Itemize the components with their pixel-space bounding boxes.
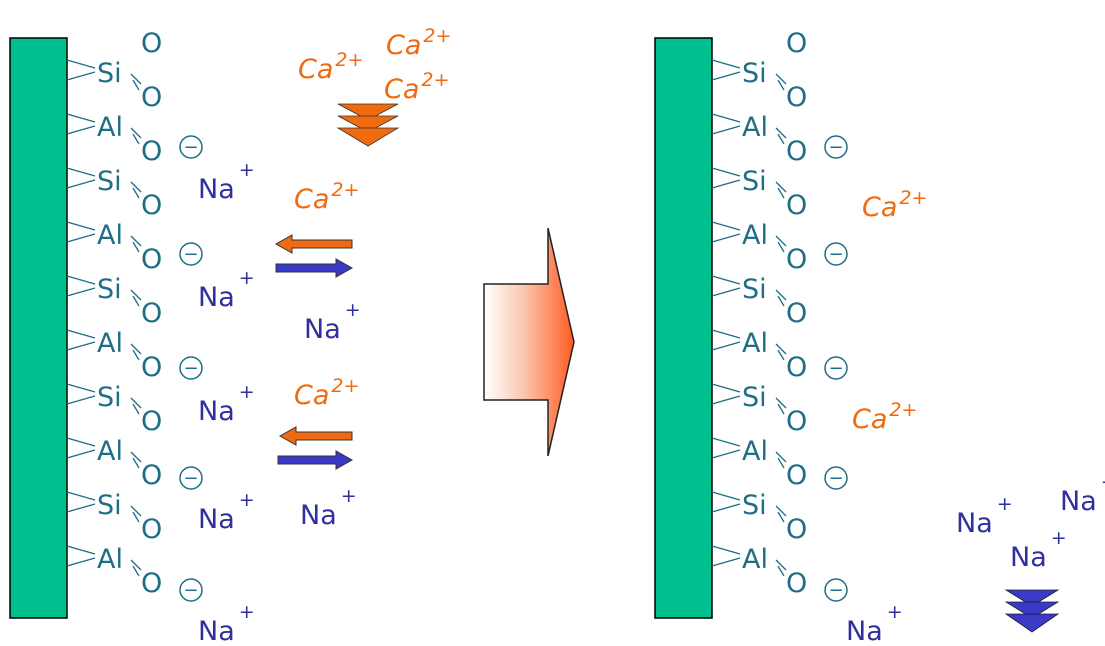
zeolite-surface-right [654, 37, 713, 619]
calcium-ion: Ca 2+ [298, 49, 363, 85]
exchange-arrows-upper [274, 234, 354, 278]
arrow-right-na-2 [277, 450, 354, 470]
silicon-atom: Si [742, 490, 767, 521]
arrow-left-ca-2 [278, 426, 353, 446]
svg-text:−: − [183, 358, 198, 379]
svg-text:−: − [828, 137, 843, 158]
aluminium-atom: Al [97, 544, 123, 575]
calcium-ion: Ca 2+ [294, 375, 359, 411]
silicon-atom: Si [97, 166, 122, 197]
oxygen-atom: O [141, 460, 162, 491]
svg-text:−: − [183, 468, 198, 489]
svg-text:−: − [828, 468, 843, 489]
negative-charge: − [179, 242, 203, 266]
silicon-atom: Si [97, 490, 122, 521]
negative-charge: − [179, 356, 203, 380]
oxygen-atom: O [786, 352, 807, 383]
silicon-atom: Si [742, 58, 767, 89]
oxygen-atom: O [141, 28, 162, 59]
negative-charge: − [824, 135, 848, 159]
ions-left: −−−−−Na+Na+Na+Na+Na+Na+Na+Ca 2+ Ca 2+Ca 2+Ca… [179, 25, 451, 646]
svg-text:−: − [828, 358, 843, 379]
calcium-ion-bound: Ca 2+ [852, 399, 917, 435]
sodium-ion: Na+ [198, 381, 255, 427]
sodium-ion-free: Na+ [304, 299, 361, 345]
sodium-ion-free: Na+ [300, 485, 357, 531]
silicon-atom: Si [97, 274, 122, 305]
oxygen-atom: O [786, 514, 807, 545]
oxygen-atom: O [141, 352, 162, 383]
svg-text:−: − [183, 244, 198, 265]
oxygen-atom: O [141, 568, 162, 599]
svg-text:−: − [183, 137, 198, 158]
sodium-ion-released: Na+ [1060, 471, 1105, 517]
exchange-arrows-lower [277, 426, 354, 470]
aluminium-atom: Al [742, 112, 768, 143]
oxygen-atom: O [786, 82, 807, 113]
aluminium-atom: Al [97, 112, 123, 143]
aluminium-atom: Al [742, 328, 768, 359]
incoming-calcium-chevrons [336, 103, 400, 147]
negative-charge: − [824, 466, 848, 490]
aluminium-atom: Al [742, 220, 768, 251]
sodium-ion: Na+ [198, 159, 255, 205]
oxygen-atom: O [141, 514, 162, 545]
sodium-ion: Na+ [198, 601, 255, 646]
calcium-ion-bound: Ca 2+ [862, 187, 927, 223]
oxygen-atom: O [786, 136, 807, 167]
oxygen-atom: O [786, 568, 807, 599]
sodium-ion: Na+ [198, 267, 255, 313]
negative-charge: − [179, 135, 203, 159]
oxygen-atom: O [141, 136, 162, 167]
oxygen-atom: O [786, 298, 807, 329]
oxygen-atom: O [786, 190, 807, 221]
svg-text:−: − [828, 580, 843, 601]
oxygen-atom: O [141, 190, 162, 221]
zeolite-surface-left [9, 37, 68, 619]
oxygen-atom: O [786, 28, 807, 59]
negative-charge: − [824, 578, 848, 602]
oxygen-atom: O [141, 82, 162, 113]
svg-text:−: − [183, 580, 198, 601]
oxygen-atom: O [141, 298, 162, 329]
negative-charge: − [179, 578, 203, 602]
ions-right: −−−−−Ca2+Ca2+Na+Na+Na+Na+ [824, 135, 1105, 646]
calcium-ion: Ca 2+ [294, 179, 359, 215]
silicon-atom: Si [742, 166, 767, 197]
negative-charge: − [824, 242, 848, 266]
transition-arrow [483, 227, 575, 457]
sodium-ion: Na+ [198, 489, 255, 535]
arrow-left-ca [274, 234, 353, 254]
oxygen-atom: O [141, 244, 162, 275]
calcium-ion: Ca 2+ [386, 25, 451, 61]
sodium-ion-released: Na+ [956, 493, 1013, 539]
released-sodium-chevrons [1004, 589, 1060, 633]
negative-charge: − [824, 356, 848, 380]
silicon-atom: Si [742, 382, 767, 413]
oxygen-atom: O [141, 406, 162, 437]
silicon-atom: Si [97, 58, 122, 89]
silicon-atom: Si [742, 274, 767, 305]
oxygen-atom: O [786, 460, 807, 491]
negative-charge: − [179, 466, 203, 490]
aluminium-atom: Al [742, 436, 768, 467]
aluminium-atom: Al [97, 328, 123, 359]
arrow-right-na [275, 258, 354, 278]
aluminium-atom: Al [742, 544, 768, 575]
sodium-ion-released: Na+ [1010, 527, 1067, 573]
svg-text:−: − [828, 244, 843, 265]
calcium-ion: Ca 2+ [384, 69, 449, 105]
oxygen-atom: O [786, 406, 807, 437]
sodium-ion: Na+ [846, 601, 903, 646]
oxygen-atom: O [786, 244, 807, 275]
aluminium-atom: Al [97, 436, 123, 467]
aluminium-atom: Al [97, 220, 123, 251]
silicon-atom: Si [97, 382, 122, 413]
